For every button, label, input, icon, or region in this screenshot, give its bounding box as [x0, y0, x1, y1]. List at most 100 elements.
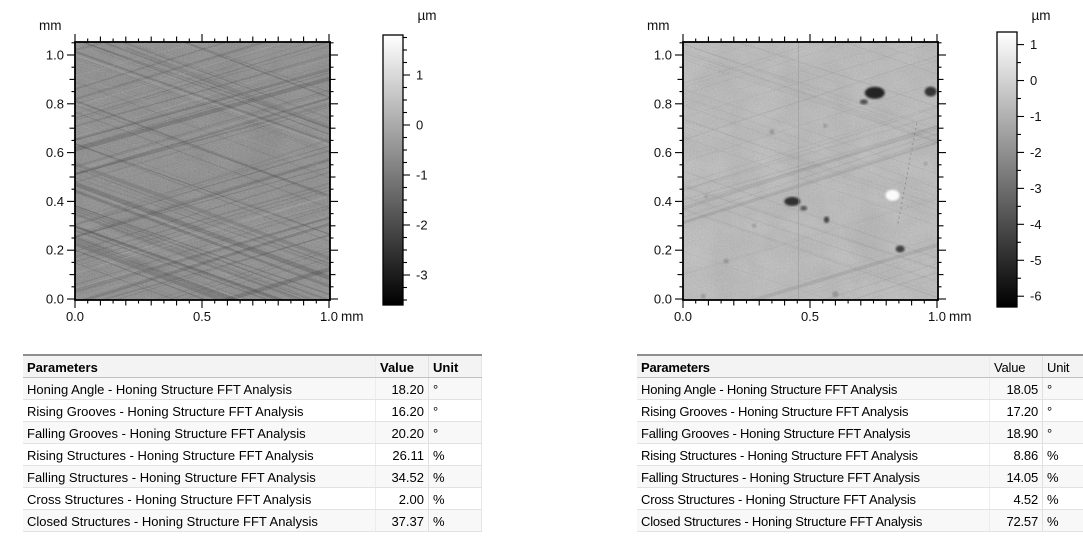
parameter-unit: ° — [428, 399, 482, 422]
parameter-value: 72.57 — [989, 509, 1043, 532]
colorbar-tick-label: -2 — [416, 218, 428, 233]
y-tick-label: 0.0 — [46, 292, 64, 307]
x-tick-label: 0.5 — [801, 309, 819, 324]
parameter-name: Falling Structures - Honing Structure FF… — [637, 465, 990, 488]
colorbar-tick-label: 1 — [1030, 37, 1037, 52]
groove-band — [75, 162, 330, 261]
colorbar-tick-label: 1 — [416, 68, 423, 83]
y-tick-label: 0.8 — [46, 96, 64, 111]
dark-pore — [895, 245, 905, 253]
parameter-unit: % — [428, 443, 482, 466]
parameter-name: Falling Grooves - Honing Structure FFT A… — [637, 421, 990, 444]
parameter-value: 34.52 — [375, 465, 429, 488]
colorbar-tick-label: -4 — [1030, 217, 1042, 232]
colorbar-tick-label: -5 — [1030, 253, 1042, 268]
x-tick-label: 1.0 — [928, 309, 946, 324]
parameters-table-left: Parameters Value Unit Honing Angle - Hon… — [23, 354, 482, 532]
parameter-value: 18.05 — [989, 377, 1043, 400]
parameter-unit: % — [1042, 443, 1083, 466]
parameter-unit: % — [428, 487, 482, 510]
dark-pore — [784, 196, 801, 206]
parameter-name: Rising Grooves - Honing Structure FFT An… — [23, 399, 376, 422]
parameter-name: Honing Angle - Honing Structure FFT Anal… — [637, 377, 990, 400]
parameter-name: Falling Grooves - Honing Structure FFT A… — [23, 421, 376, 444]
parameter-value: 16.20 — [375, 399, 429, 422]
x-tick-label: 0.0 — [674, 309, 692, 324]
scratch-dotted — [897, 123, 918, 226]
table-row: Falling Grooves - Honing Structure FFT A… — [23, 421, 482, 444]
y-tick-label: 0.0 — [654, 292, 672, 307]
parameter-value: 14.05 — [989, 465, 1043, 488]
small-spot — [769, 129, 775, 135]
parameter-name: Closed Structures - Honing Structure FFT… — [637, 509, 990, 532]
table-header-row: Parameters Value Unit — [637, 354, 1083, 378]
colorbar-tick-label: 0 — [416, 118, 423, 133]
surface-map-plot-left: mm0.0 0.5 1.0 mm0.00.20.40.60.81.010-1-2-3µ… — [39, 8, 437, 324]
colorbar-ticks — [403, 36, 410, 301]
parameter-unit: % — [1042, 487, 1083, 510]
dark-pore — [859, 99, 868, 105]
colorbar-unit-label: µm — [417, 8, 436, 23]
y-tick-label: 0.4 — [46, 194, 64, 209]
y-tick-label: 0.4 — [654, 194, 672, 209]
groove-band — [75, 241, 228, 300]
table-row: Rising Structures - Honing Structure FFT… — [637, 443, 1083, 466]
surface-image — [75, 42, 330, 300]
parameter-value: 18.20 — [375, 377, 429, 400]
parameter-name: Cross Structures - Honing Structure FFT … — [23, 487, 376, 510]
parameters-table-right: Parameters Value Unit Honing Angle - Hon… — [637, 354, 1083, 532]
y-axis-unit-label: mm — [39, 18, 62, 33]
small-spot — [704, 194, 708, 199]
bright-peak — [885, 189, 900, 201]
colorbar-tick-label: -2 — [1030, 145, 1042, 160]
parameter-unit: % — [1042, 465, 1083, 488]
table-row: Rising Grooves - Honing Structure FFT An… — [23, 399, 482, 422]
parameter-unit: % — [428, 509, 482, 532]
parameter-value: 17.20 — [989, 399, 1043, 422]
y-tick-label: 1.0 — [654, 48, 672, 63]
small-spot — [923, 161, 928, 166]
small-spot — [832, 291, 839, 298]
parameter-unit: ° — [1042, 399, 1083, 422]
y-tick-label: 0.2 — [46, 243, 64, 258]
parameter-unit: ° — [428, 421, 482, 444]
x-axis-unit-label: mm — [341, 309, 364, 324]
parameter-value: 8.86 — [989, 443, 1043, 466]
parameter-name: Honing Angle - Honing Structure FFT Anal… — [23, 377, 376, 400]
colorbar-unit-label: µm — [1031, 8, 1050, 23]
groove-band — [125, 46, 330, 128]
parameter-name: Cross Structures - Honing Structure FFT … — [637, 487, 990, 510]
table-row: Closed Structures - Honing Structure FFT… — [23, 509, 482, 532]
parameter-name: Rising Grooves - Honing Structure FFT An… — [637, 399, 990, 422]
x-tick-label: 0.5 — [193, 309, 211, 324]
table-row: Falling Grooves - Honing Structure FFT A… — [637, 421, 1083, 444]
col-header-value: Value — [989, 354, 1043, 378]
table-header-row: Parameters Value Unit — [23, 354, 482, 378]
parameter-unit: ° — [1042, 421, 1083, 444]
x-tick-label: 1.0 — [320, 309, 338, 324]
groove-band — [75, 138, 330, 226]
dark-pore — [800, 205, 808, 211]
dark-pore — [864, 86, 885, 99]
small-spot — [700, 293, 706, 299]
table-row: Honing Angle - Honing Structure FFT Anal… — [23, 377, 482, 400]
surface-map-plot-right: mm0.0 0.5 1.0 mm0.00.20.40.60.81.010-1-2-3-… — [647, 8, 1051, 324]
parameter-value: 20.20 — [375, 421, 429, 444]
colorbar-tick-label: -1 — [416, 168, 428, 183]
parameter-unit: % — [1042, 509, 1083, 532]
col-header-parameters: Parameters — [23, 354, 376, 378]
small-spot — [723, 258, 729, 264]
col-header-unit: Unit — [1042, 354, 1083, 378]
table-row: Falling Structures - Honing Structure FF… — [637, 465, 1083, 488]
colorbar-ticks — [1017, 44, 1024, 297]
parameter-value: 18.90 — [989, 421, 1043, 444]
small-spot — [823, 123, 828, 128]
parameter-name: Rising Structures - Honing Structure FFT… — [637, 443, 990, 466]
parameter-value: 2.00 — [375, 487, 429, 510]
parameter-unit: % — [428, 465, 482, 488]
table-row: Falling Structures - Honing Structure FF… — [23, 465, 482, 488]
colorbar-tick-label: 0 — [1030, 73, 1037, 88]
y-tick-label: 0.8 — [654, 96, 672, 111]
col-header-value: Value — [375, 354, 429, 378]
